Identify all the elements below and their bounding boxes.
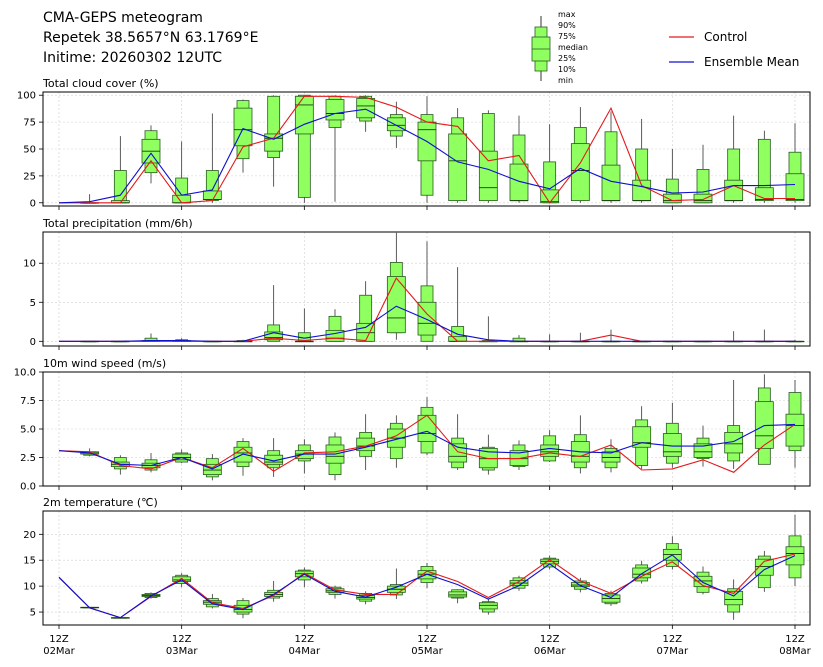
legend-label-p10: 10% <box>558 65 576 74</box>
legend-label-p90: 90% <box>558 21 576 30</box>
y-tick-label: 100 <box>17 91 36 102</box>
y-tick-label: 10 <box>23 582 36 593</box>
box-p25-p75 <box>632 179 652 202</box>
legend-control-label: Control <box>704 30 747 44</box>
y-tick-label: 20 <box>23 530 36 541</box>
box-p25-p75 <box>601 451 621 463</box>
ensemble-mean-line <box>58 554 796 619</box>
box-p25-p75 <box>632 567 652 579</box>
legend-label-min: min <box>558 76 573 85</box>
y-tick-label: 50 <box>23 145 36 156</box>
panel-title: 2m temperature (℃) <box>43 496 158 509</box>
box-p25-p75 <box>724 179 744 202</box>
y-tick-label: 0 <box>30 198 36 209</box>
x-tick-label-time: 12Z <box>295 634 315 645</box>
box-p25-p75 <box>662 193 682 204</box>
panel-title: 10m wind speed (m/s) <box>43 357 166 370</box>
legend-mean-label: Ensemble Mean <box>704 55 799 69</box>
box-p25-p75 <box>693 193 713 204</box>
x-tick-label-date: 04Mar <box>289 646 321 657</box>
header-initime: Initime: 20260302 12UTC <box>43 50 222 66</box>
box-p25-p75 <box>202 190 222 200</box>
panel-frame <box>42 231 811 347</box>
x-tick-label-date: 06Mar <box>534 646 566 657</box>
ensemble-mean-line <box>58 423 796 470</box>
x-tick-label-time: 12Z <box>417 634 437 645</box>
box-p25-p75 <box>325 329 345 342</box>
box-p25-p75 <box>478 150 498 202</box>
panel-1: 0 5 10 Total precipitation (mm/6h) <box>23 217 811 350</box>
box-p25-p75 <box>478 602 498 610</box>
x-tick-label-time: 12Z <box>49 634 69 645</box>
box-p25-p75 <box>172 576 192 582</box>
box-p25-p75 <box>448 591 468 598</box>
box-p25-p75 <box>632 426 652 448</box>
x-tick-label-date: 07Mar <box>657 646 689 657</box>
box-p25-p75 <box>785 173 805 202</box>
y-tick-label: 10.0 <box>14 368 36 379</box>
box-p25-p75 <box>540 189 560 204</box>
panel-frame <box>42 91 811 207</box>
legend-label-p25: 25% <box>558 54 576 63</box>
ensemble-mean-line <box>58 108 796 204</box>
box-p25-p75 <box>754 558 774 576</box>
box-p25-p75 <box>264 331 284 341</box>
box-p25-p75 <box>448 133 468 202</box>
legend-label-p75: 75% <box>558 32 576 41</box>
control-line <box>59 95 795 204</box>
panel-3: 5 10 15 20 2m temperature (℃) <box>23 496 811 629</box>
panel-title: Total cloud cover (%) <box>42 77 159 90</box>
x-tick-label-time: 12Z <box>785 634 805 645</box>
x-tick-label-date: 03Mar <box>166 646 198 657</box>
y-tick-label: 5.0 <box>20 425 36 436</box>
panel-0: 0 25 50 75 100 Total cloud cover (%) <box>17 77 811 210</box>
box-p25-p75 <box>325 99 345 121</box>
control-line <box>58 553 796 619</box>
box-p25-p75 <box>693 443 713 458</box>
box-p25-p75 <box>785 413 805 447</box>
line-legend: Control Ensemble Mean <box>669 30 799 69</box>
box-p25-p75 <box>294 95 314 135</box>
panel-title: Total precipitation (mm/6h) <box>42 217 193 230</box>
y-tick-label: 2.5 <box>20 453 36 464</box>
header-location: Repetek 38.5657°N 63.1769°E <box>43 30 259 46</box>
x-tick-label-time: 12Z <box>663 634 683 645</box>
x-tick-label-date: 02Mar <box>43 646 75 657</box>
legend-label-max: max <box>558 10 576 19</box>
x-tick-label-time: 12Z <box>540 634 560 645</box>
y-tick-label: 0 <box>30 337 36 348</box>
box-legend: max 90% 75% median 25% 10% min <box>531 10 588 85</box>
ensemble-mean-line <box>59 305 795 342</box>
y-tick-label: 10 <box>23 259 36 270</box>
header-title: CMA-GEPS meteogram <box>43 10 203 26</box>
y-tick-label: 15 <box>23 556 36 567</box>
x-tick-label-date: 08Mar <box>779 646 811 657</box>
y-tick-label: 5 <box>30 608 36 619</box>
box-p25-p75 <box>693 575 713 588</box>
y-tick-label: 0.0 <box>20 482 36 493</box>
box-p25-p75 <box>172 194 192 204</box>
box-p25-p75 <box>724 590 744 606</box>
x-tick-label-date: 05Mar <box>411 646 443 657</box>
y-tick-label: 75 <box>23 118 36 129</box>
y-tick-label: 7.5 <box>20 396 36 407</box>
box-p25-p75 <box>417 301 437 336</box>
panel-frame <box>42 371 811 487</box>
x-tick-label-time: 12Z <box>172 634 192 645</box>
box-p25-p75 <box>540 444 560 457</box>
y-tick-label: 25 <box>23 171 36 182</box>
panel-2: 0.0 2.5 5.0 7.5 10.0 10m wind speed (m/s) <box>14 357 811 493</box>
box-p25-p75 <box>264 454 284 465</box>
y-tick-label: 5 <box>30 298 36 309</box>
legend-label-median: median <box>558 43 588 52</box>
box-p25-p75 <box>386 276 406 334</box>
box-p25-p75 <box>356 98 376 119</box>
panel-frame <box>42 510 811 626</box>
